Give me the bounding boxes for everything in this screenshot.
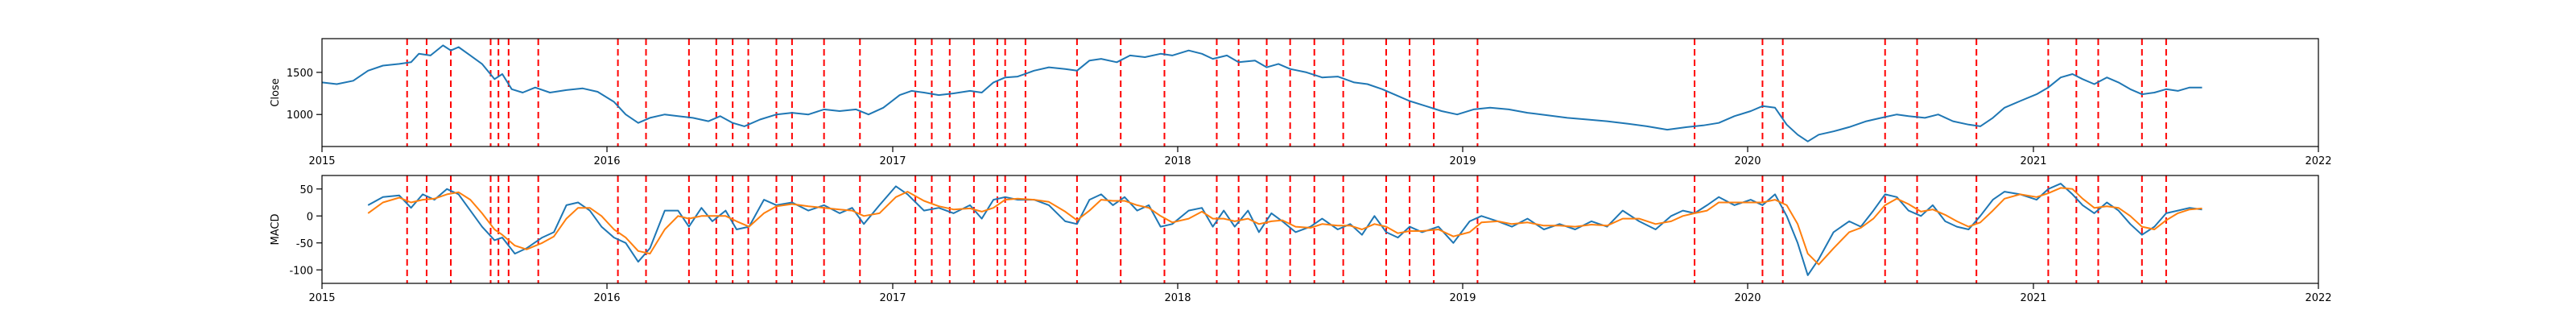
axes-frame xyxy=(321,38,2319,147)
close-price-panel: 2015 2016 2017 2018 2019 2020 2021 2022 1000 1500… xyxy=(270,38,2332,167)
x-tick-label: 2016 xyxy=(593,292,620,304)
series-line-0 xyxy=(322,44,2202,142)
x-tick-label: 2020 xyxy=(1734,155,1761,167)
x-tick-label: 2015 xyxy=(308,292,335,304)
macd-panel: 2015 2016 2017 2018 2019 2020 2021 2022 -100 -50 0… xyxy=(270,175,2332,304)
x-tick-label: 2018 xyxy=(1164,292,1191,304)
plot-area xyxy=(322,39,2202,147)
x-tick-label: 2018 xyxy=(1164,155,1191,167)
y-axis-label: MACD xyxy=(270,214,282,246)
x-tick-label: 2022 xyxy=(2305,155,2331,167)
y-tick-label: 1000 xyxy=(287,109,313,122)
x-tick-label: 2019 xyxy=(1449,155,1476,167)
x-tick-label: 2019 xyxy=(1449,292,1476,304)
series-line-0 xyxy=(367,183,2202,276)
y-tick-label: 50 xyxy=(299,184,313,196)
x-tick-label: 2020 xyxy=(1734,292,1761,304)
y-tick-label: -100 xyxy=(289,265,313,277)
axes-frame xyxy=(321,175,2319,284)
y-tick-label: 1500 xyxy=(287,68,313,80)
x-tick-label: 2021 xyxy=(2020,155,2046,167)
series-line-1 xyxy=(367,187,2202,266)
y-tick-label: 0 xyxy=(307,211,313,223)
plot-area xyxy=(367,175,2202,283)
y-tick-label: -50 xyxy=(296,238,313,250)
x-tick-label: 2016 xyxy=(593,155,620,167)
x-tick-label: 2022 xyxy=(2305,292,2331,304)
y-axis-label: Close xyxy=(270,78,282,106)
x-tick-label: 2015 xyxy=(308,155,335,167)
x-tick-label: 2017 xyxy=(879,155,906,167)
x-tick-label: 2017 xyxy=(879,292,906,304)
x-tick-label: 2021 xyxy=(2020,292,2046,304)
